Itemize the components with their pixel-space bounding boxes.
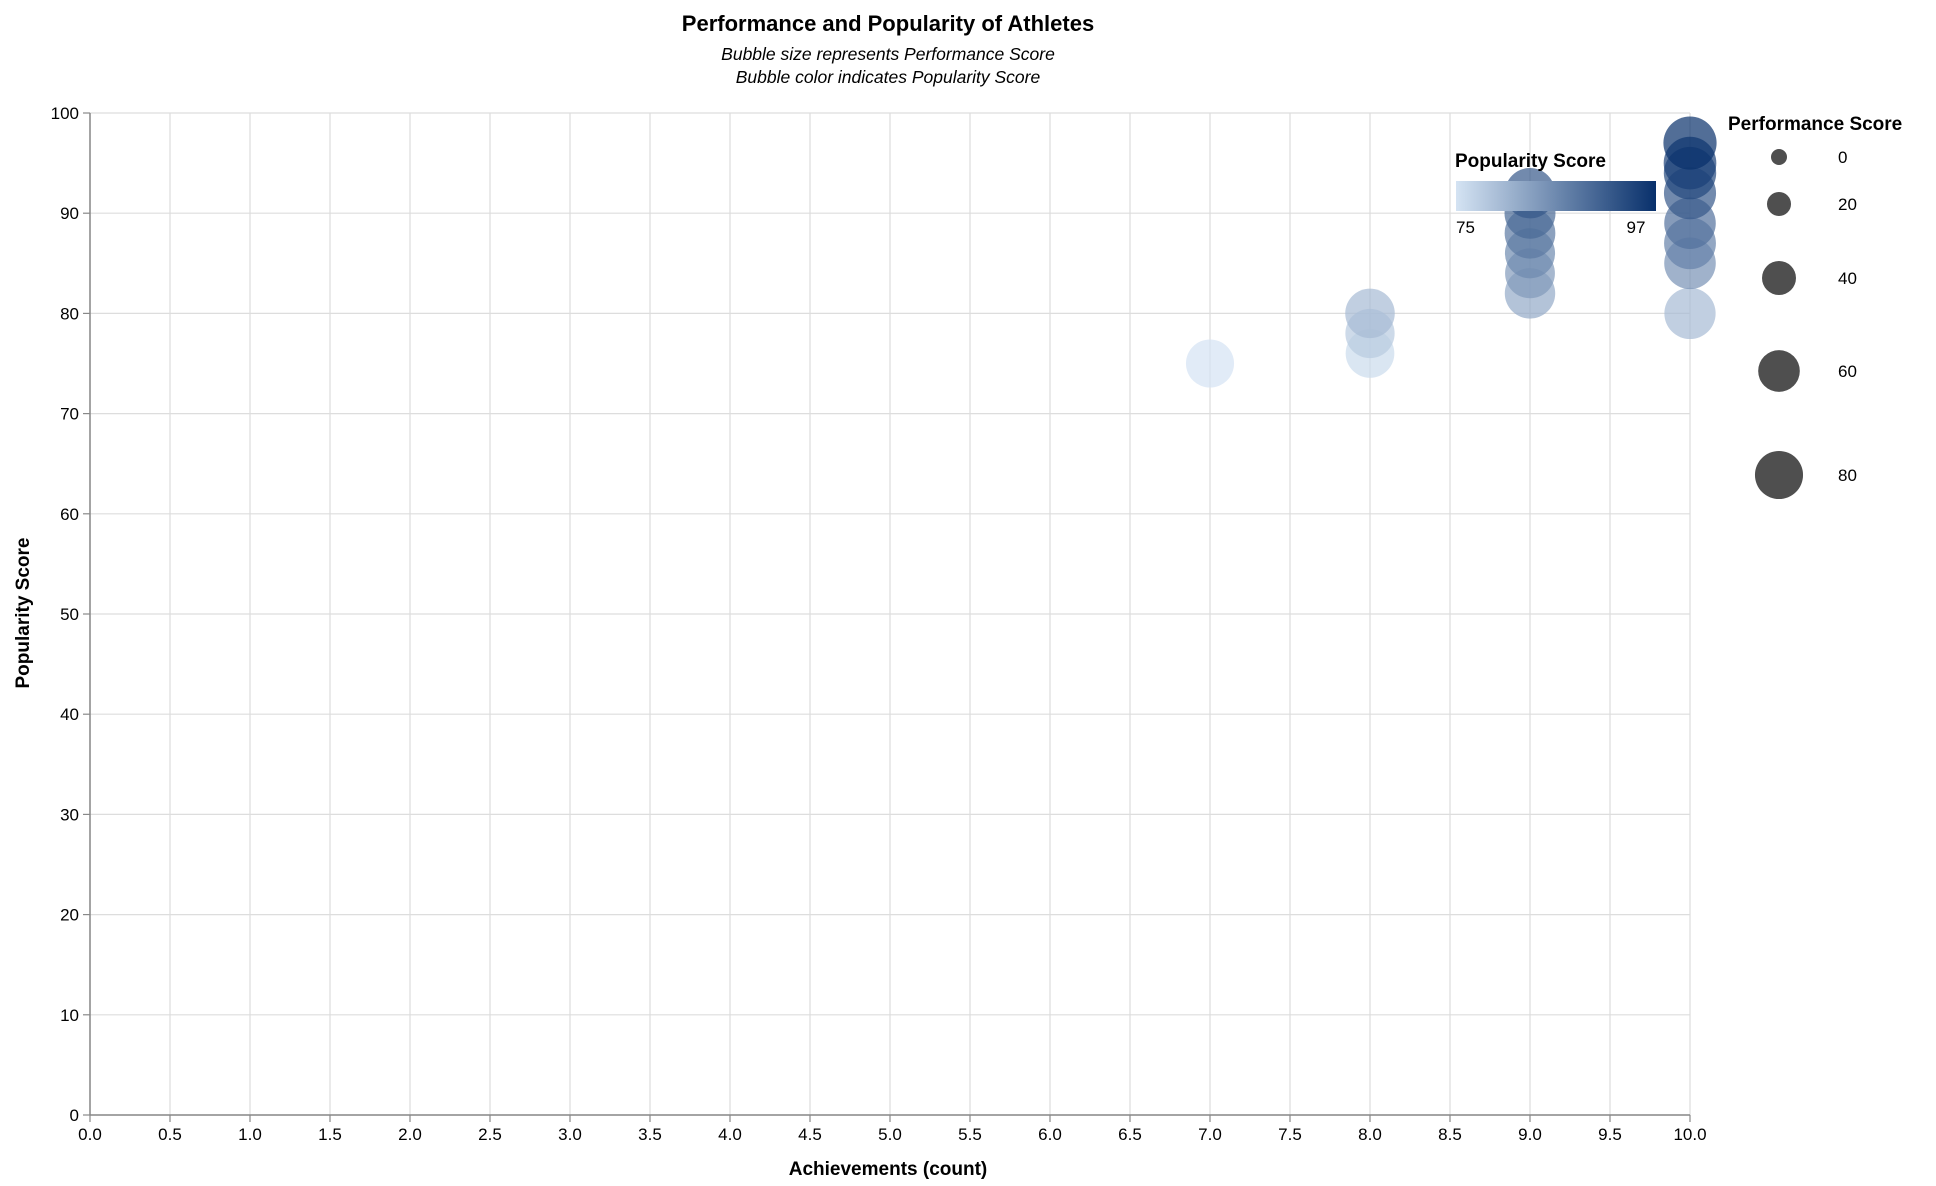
bubble [1185,339,1235,388]
bubbles [1185,116,1717,388]
size-legend-label: 60 [1838,362,1857,381]
size-legend-label: 40 [1838,269,1857,288]
x-tick-label: 6.5 [1118,1125,1142,1144]
chart-subtitle-size: Bubble size represents Performance Score [721,44,1055,64]
x-tick-label: 5.0 [878,1125,902,1144]
size-legend-bubble [1762,261,1796,295]
x-axis-title: Achievements (count) [789,1159,987,1180]
x-tick-label: 10.0 [1673,1125,1706,1144]
x-tick-label: 3.0 [558,1125,582,1144]
y-tick-label: 50 [60,605,79,624]
y-tick-label: 20 [60,906,79,925]
y-tick-label: 60 [60,505,79,524]
gridlines [89,112,1691,1116]
x-tick-label: 4.0 [718,1125,742,1144]
chart-title: Performance and Popularity of Athletes [682,11,1094,36]
x-tick-label: 2.0 [398,1125,422,1144]
bubble [1664,287,1716,340]
y-axis-title: Popularity Score [13,538,34,689]
x-tick-label: 7.0 [1198,1125,1222,1144]
x-tick-label: 9.5 [1598,1125,1622,1144]
bubble [1345,288,1395,339]
y-tick-label: 70 [60,405,79,424]
x-tick-label: 8.0 [1358,1125,1382,1144]
x-tick-label: 4.5 [798,1125,822,1144]
size-legend-label: 80 [1838,466,1857,485]
size-legend-label: 0 [1838,148,1847,167]
color-legend-title: Popularity Score [1455,151,1606,172]
x-tick-label: 1.0 [238,1125,262,1144]
size-legend-label: 20 [1838,195,1857,214]
x-tick-label: 7.5 [1278,1125,1302,1144]
y-tick-label: 10 [60,1006,79,1025]
size-legend: Performance Score 0 20 40 60 80 [1728,114,1902,500]
y-tick-label: 90 [60,204,79,223]
x-tick-label: 1.5 [318,1125,342,1144]
size-legend-bubble [1771,149,1787,165]
x-tick-label: 5.5 [958,1125,982,1144]
x-tick-label: 6.0 [1038,1125,1062,1144]
size-legend-bubble [1766,191,1792,217]
color-legend-gradient [1456,181,1656,211]
size-legend-title: Performance Score [1728,114,1902,135]
y-tick-label: 40 [60,705,79,724]
y-axis-ticks: 0 10 20 30 40 50 60 70 80 90 100 [51,104,90,1125]
x-tick-label: 0.0 [78,1125,102,1144]
color-legend-min-label: 75 [1456,218,1475,237]
bubble [1663,116,1717,170]
color-legend: Popularity Score 75 97 [1455,151,1656,237]
size-legend-bubble [1754,450,1804,500]
size-legend-bubble [1758,350,1800,392]
y-tick-label: 80 [60,304,79,323]
x-tick-label: 9.0 [1518,1125,1542,1144]
color-legend-max-label: 97 [1627,218,1646,237]
chart-subtitle-color: Bubble color indicates Popularity Score [736,67,1041,87]
y-tick-label: 100 [51,104,79,123]
y-tick-label: 0 [70,1106,79,1125]
x-tick-label: 2.5 [478,1125,502,1144]
x-tick-label: 8.5 [1438,1125,1462,1144]
x-tick-label: 3.5 [638,1125,662,1144]
x-tick-label: 0.5 [158,1125,182,1144]
x-axis-ticks: 0.0 0.5 1.0 1.5 2.0 2.5 3.0 3.5 4.0 4.5 5.0 5.5 6.0 6… [78,1115,1707,1144]
y-tick-label: 30 [60,805,79,824]
